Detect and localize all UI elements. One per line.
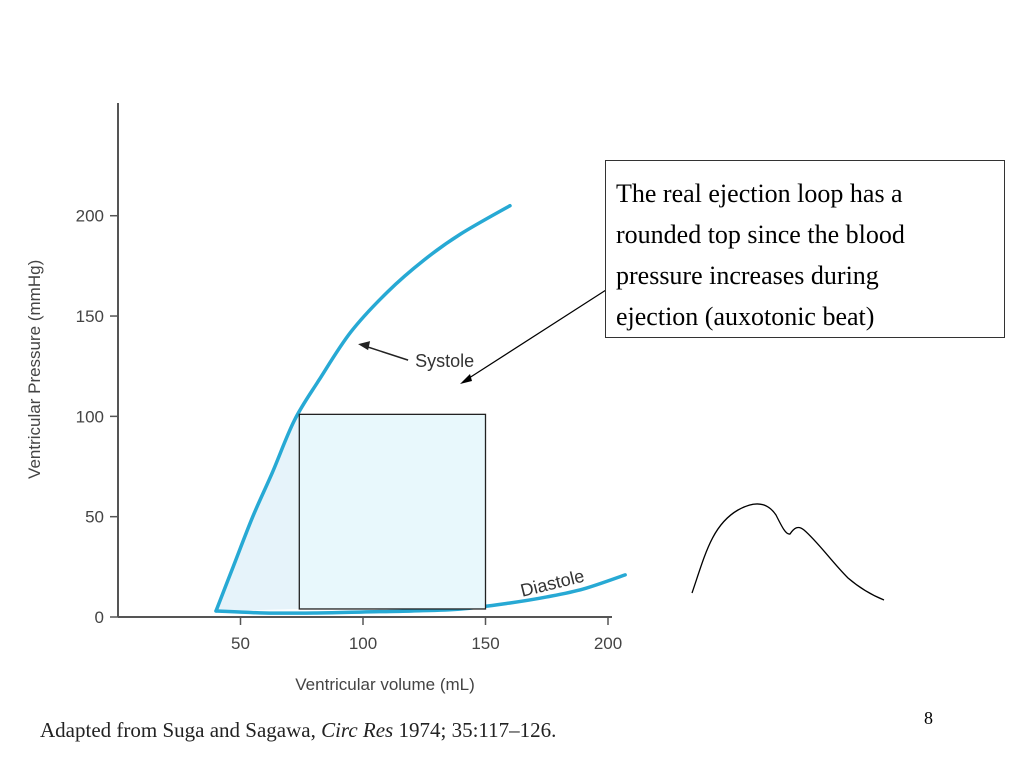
systole-label: Systole bbox=[415, 351, 474, 371]
y-tick-label: 150 bbox=[76, 307, 104, 326]
callout-leader-arrowhead bbox=[460, 374, 472, 384]
x-tick-label: 200 bbox=[594, 634, 622, 653]
citation-details: 1974; 35:117–126. bbox=[393, 718, 557, 742]
callout-leader-line bbox=[465, 289, 607, 381]
y-tick-label: 200 bbox=[76, 207, 104, 226]
callout-line: ejection (auxotonic beat) bbox=[616, 302, 875, 331]
ejection-loop-box bbox=[298, 413, 487, 610]
systole-arrow-line bbox=[361, 344, 409, 361]
y-tick-label: 100 bbox=[76, 407, 104, 426]
callout-box: The real ejection loop has a rounded top… bbox=[605, 160, 1005, 338]
x-tick-label: 150 bbox=[471, 634, 499, 653]
x-tick-label: 100 bbox=[349, 634, 377, 653]
series-line-diastole bbox=[214, 573, 627, 615]
page-number: 8 bbox=[924, 708, 933, 728]
pv-chart: 0 50 100 150 200 50 100 150 200 Ventricular volum… bbox=[25, 103, 627, 694]
pressure-waveform-sketch bbox=[691, 503, 885, 601]
y-axis-label: Ventricular Pressure (mmHg) bbox=[25, 260, 44, 479]
citation-journal: Circ Res bbox=[321, 718, 394, 742]
callout-line: rounded top since the blood bbox=[616, 220, 905, 249]
y-tick-label: 0 bbox=[95, 608, 104, 627]
systole-arrowhead bbox=[358, 341, 371, 351]
citation-authors: Adapted from Suga and Sagawa, bbox=[40, 718, 322, 742]
x-axis-label: Ventricular volume (mL) bbox=[295, 675, 475, 694]
callout-line: pressure increases during bbox=[616, 261, 879, 290]
callout-line: The real ejection loop has a bbox=[616, 179, 903, 208]
x-tick-label: 50 bbox=[231, 634, 250, 653]
series-line-systole bbox=[214, 203, 512, 613]
y-tick-label: 50 bbox=[85, 508, 104, 527]
citation: Adapted from Suga and Sagawa, Circ Res 1… bbox=[40, 718, 556, 743]
